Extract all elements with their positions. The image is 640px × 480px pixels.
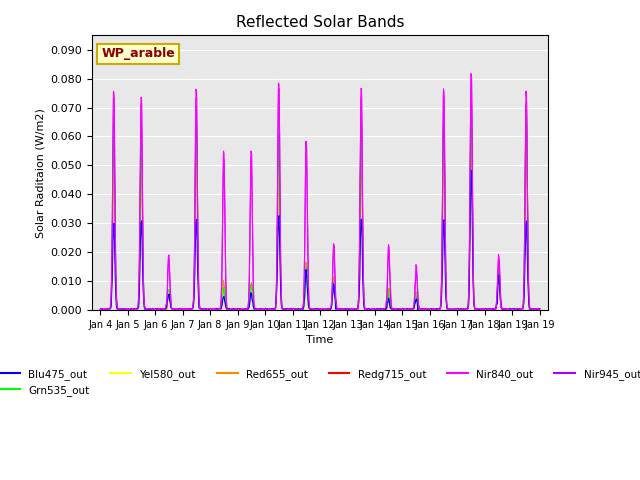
Grn535_out [389,307,397,312]
Nir840_out [267,307,275,312]
Blu475_out [97,306,104,312]
Redg715_out [536,306,543,312]
Legend: Blu475_out, Grn535_out, Yel580_out, Red655_out, Redg715_out, Nir840_out, Nir945_: Blu475_out, Grn535_out, Yel580_out, Red6… [0,364,640,400]
Yel580_out [251,306,259,312]
Blu475_out [268,306,275,312]
Yel580_out [97,306,104,312]
Redg715_out [522,118,530,124]
Blu475_out [148,306,156,312]
Yel580_out [185,307,193,313]
Blu475_out [390,306,397,312]
Blu475_out [229,306,237,312]
Redg715_out [148,306,156,312]
Line: Redg715_out: Redg715_out [100,121,540,310]
Blu475_out [467,168,475,173]
Line: Nir840_out: Nir840_out [100,73,540,310]
Redg715_out [390,307,397,312]
Nir945_out [182,307,190,313]
Red655_out [390,306,397,312]
Yel580_out [148,307,156,312]
Nir840_out [228,306,236,312]
Line: Nir945_out: Nir945_out [100,78,540,310]
Grn535_out [536,307,543,312]
Line: Red655_out: Red655_out [100,102,540,310]
Red655_out [365,306,373,312]
Blu475_out [204,307,211,313]
Grn535_out [267,306,275,312]
Nir945_out [390,306,397,312]
Red655_out [536,306,543,312]
Blu475_out [536,306,543,312]
Grn535_out [430,307,438,313]
Yel580_out [229,307,237,312]
Nir945_out [268,306,275,312]
Blu475_out [365,306,373,312]
Red655_out [251,305,259,311]
Yel580_out [268,307,275,312]
X-axis label: Time: Time [307,335,333,345]
Grn535_out [251,306,259,312]
Grn535_out [522,107,530,113]
Nir840_out [536,307,543,312]
Grn535_out [148,307,156,313]
Line: Grn535_out: Grn535_out [100,110,540,310]
Y-axis label: Solar Raditaion (W/m2): Solar Raditaion (W/m2) [35,108,45,238]
Red655_out [267,306,275,312]
Nir945_out [97,307,104,312]
Red655_out [148,306,156,312]
Redg715_out [175,307,183,313]
Nir840_out [97,306,104,312]
Grn535_out [228,306,236,312]
Yel580_out [523,112,531,118]
Redg715_out [365,306,373,312]
Yel580_out [390,306,397,312]
Redg715_out [268,306,275,312]
Nir945_out [229,306,237,312]
Nir840_out [389,306,397,312]
Nir945_out [251,306,259,312]
Nir945_out [536,306,543,312]
Line: Yel580_out: Yel580_out [100,115,540,310]
Nir945_out [365,307,373,312]
Nir945_out [468,75,476,81]
Yel580_out [536,306,543,312]
Red655_out [309,307,317,313]
Text: WP_arable: WP_arable [101,48,175,60]
Nir840_out [148,307,156,312]
Redg715_out [229,306,237,312]
Grn535_out [97,306,104,312]
Red655_out [522,99,530,105]
Grn535_out [365,306,372,312]
Nir840_out [404,307,412,313]
Yel580_out [365,306,373,312]
Nir840_out [467,71,475,76]
Redg715_out [97,307,104,313]
Title: Reflected Solar Bands: Reflected Solar Bands [236,15,404,30]
Nir945_out [148,306,156,312]
Nir840_out [365,307,372,312]
Red655_out [228,307,236,312]
Line: Blu475_out: Blu475_out [100,170,540,310]
Red655_out [97,306,104,312]
Nir840_out [251,304,259,310]
Blu475_out [251,307,259,312]
Redg715_out [251,306,259,312]
